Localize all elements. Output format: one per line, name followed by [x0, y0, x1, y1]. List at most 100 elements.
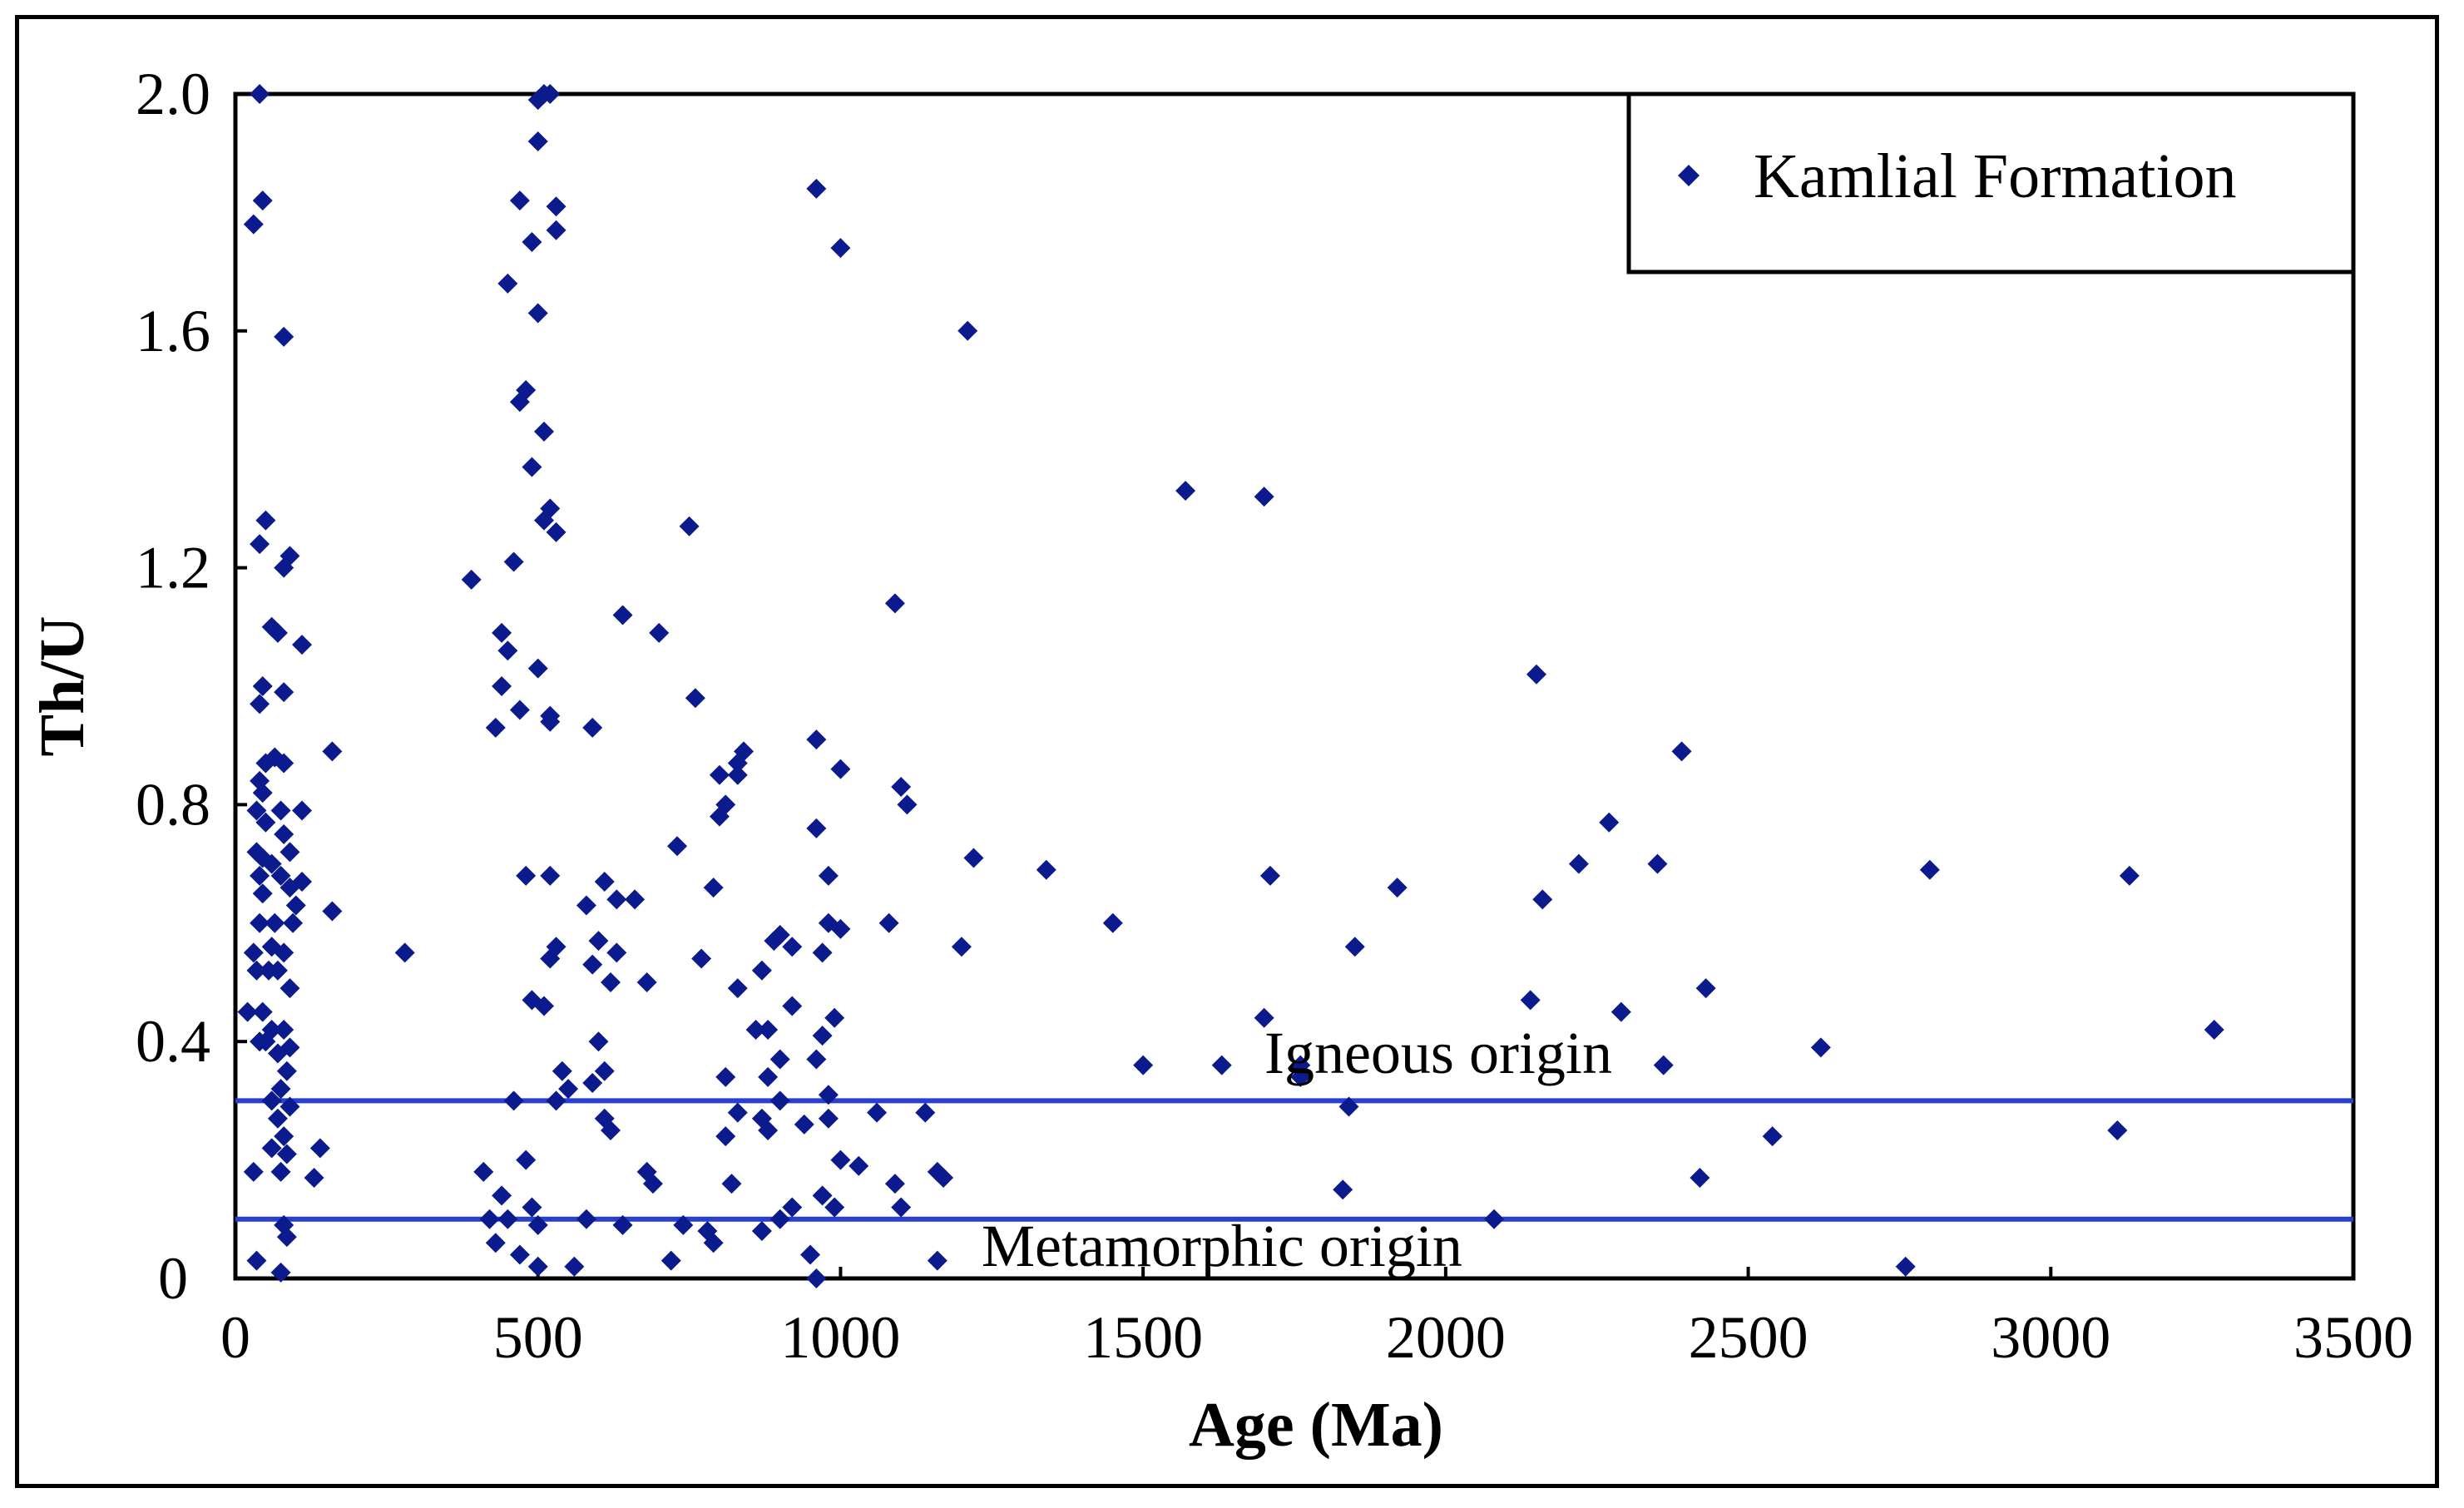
- data-point: [243, 1161, 264, 1182]
- data-point: [582, 1073, 603, 1094]
- data-point: [492, 676, 512, 696]
- data-point: [812, 942, 833, 963]
- y-axis-title: Th/U: [27, 616, 97, 757]
- data-point: [727, 978, 748, 999]
- data-point: [280, 546, 300, 566]
- data-point: [283, 912, 304, 933]
- data-point: [782, 937, 803, 957]
- data-point: [1036, 859, 1056, 880]
- data-point: [806, 1049, 827, 1070]
- x-tick-label: 2000: [1386, 1304, 1506, 1371]
- data-point: [727, 1102, 748, 1123]
- plot-area-frame: [233, 91, 2356, 1281]
- data-point: [782, 1197, 803, 1218]
- data-point: [497, 273, 518, 294]
- data-point: [270, 865, 291, 886]
- data-point: [715, 1066, 736, 1087]
- data-point: [769, 1090, 790, 1111]
- data-point: [751, 1221, 772, 1242]
- data-point: [1690, 1167, 1710, 1188]
- data-point: [246, 1250, 267, 1271]
- data-point: [546, 196, 567, 217]
- data-point: [576, 895, 596, 916]
- data-point: [1568, 853, 1589, 874]
- data-point: [1762, 1126, 1783, 1147]
- y-tick-label: 0.4: [136, 1008, 210, 1075]
- data-point: [237, 1001, 258, 1022]
- x-tick-label: 3500: [2293, 1304, 2413, 1371]
- data-point: [255, 510, 276, 531]
- data-point: [252, 883, 273, 904]
- data-point: [292, 800, 313, 821]
- data-point: [509, 190, 530, 211]
- data-point: [527, 131, 548, 151]
- data-point: [667, 836, 688, 857]
- data-point: [255, 812, 276, 833]
- data-point: [606, 942, 627, 963]
- data-point: [2119, 865, 2140, 886]
- data-point: [1133, 1055, 1154, 1075]
- data-point: [540, 711, 561, 732]
- data-point: [527, 1214, 548, 1235]
- data-point: [734, 741, 755, 762]
- data-point: [479, 1209, 500, 1229]
- data-point: [252, 1001, 273, 1022]
- data-point: [769, 1209, 790, 1229]
- data-point: [1695, 978, 1716, 999]
- data-point: [703, 1233, 724, 1253]
- data-point: [884, 1174, 905, 1194]
- x-tick-label: 1500: [1083, 1304, 1203, 1371]
- data-point: [527, 303, 548, 324]
- x-tick-label: 500: [493, 1304, 583, 1371]
- data-point: [1484, 1209, 1505, 1229]
- data-point: [933, 1167, 954, 1188]
- data-point: [884, 593, 905, 614]
- data-point: [782, 996, 803, 1016]
- data-point: [540, 948, 561, 969]
- data-point: [274, 682, 294, 703]
- data-point: [588, 1031, 609, 1052]
- legend-box: [1626, 91, 2356, 274]
- data-point: [794, 1114, 814, 1135]
- data-point: [878, 912, 899, 933]
- igneous-origin-label: Igneous origin: [1264, 1020, 1612, 1086]
- data-point: [285, 895, 306, 916]
- data-point: [625, 889, 646, 910]
- data-point: [250, 84, 270, 104]
- data-point: [1526, 664, 1546, 685]
- data-point: [758, 1019, 779, 1040]
- data-point: [721, 1174, 742, 1194]
- data-point: [473, 1161, 494, 1182]
- data-point: [594, 871, 615, 892]
- data-point: [824, 1007, 845, 1028]
- data-point: [1671, 741, 1692, 762]
- data-point: [751, 960, 772, 981]
- data-point: [830, 238, 851, 259]
- data-point: [1387, 878, 1408, 898]
- data-point: [601, 972, 621, 992]
- data-point: [1254, 487, 1274, 507]
- data-point: [497, 1209, 518, 1229]
- data-point: [250, 912, 270, 933]
- data-point: [255, 1031, 276, 1052]
- legend: Kamlial Formation: [1626, 91, 2356, 274]
- data-point: [957, 320, 978, 341]
- data-point: [270, 1161, 291, 1182]
- data-point: [540, 865, 561, 886]
- data-point: [679, 516, 700, 536]
- data-point: [546, 220, 567, 240]
- data-point: [252, 190, 273, 211]
- data-point: [270, 800, 291, 821]
- data-point: [503, 1090, 524, 1111]
- data-point: [673, 1214, 694, 1235]
- data-points: [237, 84, 2224, 1288]
- data-point: [243, 214, 264, 235]
- data-point: [1611, 1001, 1631, 1022]
- data-point: [818, 1108, 839, 1129]
- data-point: [812, 1185, 833, 1206]
- data-point: [267, 960, 288, 981]
- data-point: [250, 865, 270, 886]
- x-tick-label: 2500: [1689, 1304, 1808, 1371]
- data-point: [769, 925, 790, 946]
- data-point: [274, 326, 294, 347]
